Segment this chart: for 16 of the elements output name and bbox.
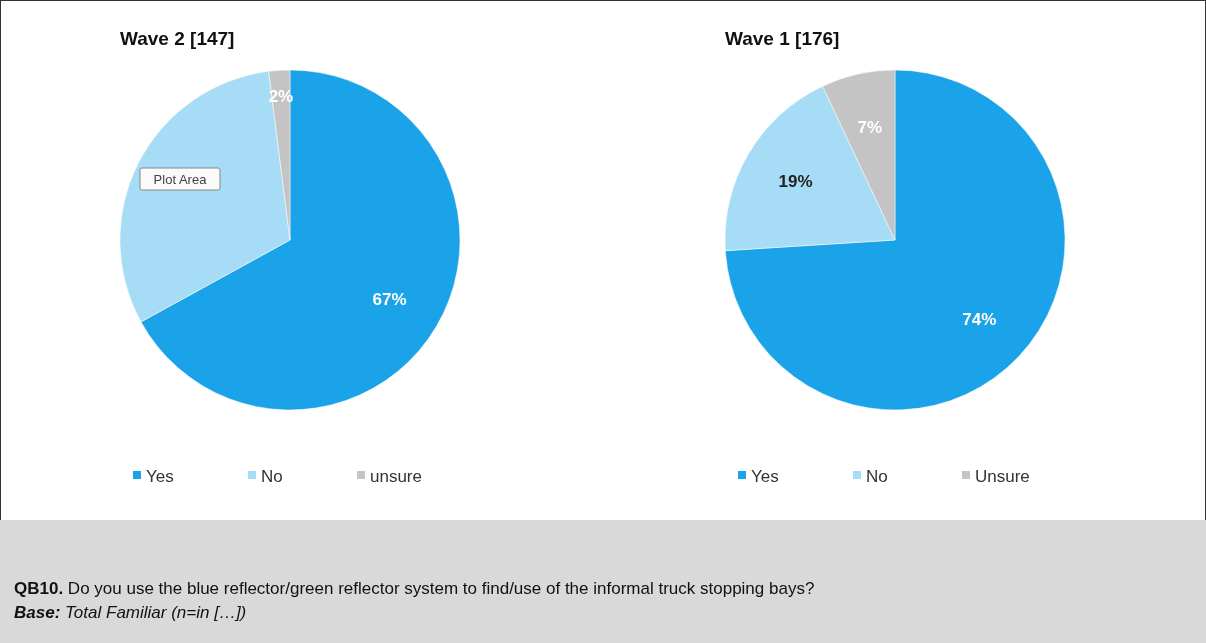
legend-label: No <box>261 466 283 486</box>
legend-label: No <box>866 466 888 486</box>
pie-slice <box>725 69 1066 411</box>
chart-title: Wave 1 [176] <box>725 28 840 49</box>
text: Base: Total Familiar (n=in […]) <box>14 603 247 622</box>
legend-label: Yes <box>146 466 174 486</box>
legend-label: Unsure <box>975 466 1030 486</box>
data-label: 74% <box>962 310 997 330</box>
legend-label: Yes <box>751 466 779 486</box>
legend-label: unsure <box>370 466 422 486</box>
text: QB10. Do you use the blue reflector/green reflector system to find/use of the informal truck stopping bays? <box>14 579 815 598</box>
data-label: 19% <box>778 172 813 192</box>
chart-title: Wave 2 [147] <box>120 28 235 49</box>
tooltip-box: Plot Area <box>139 167 221 191</box>
data-label: 67% <box>372 289 407 309</box>
data-label: 7% <box>857 118 883 138</box>
